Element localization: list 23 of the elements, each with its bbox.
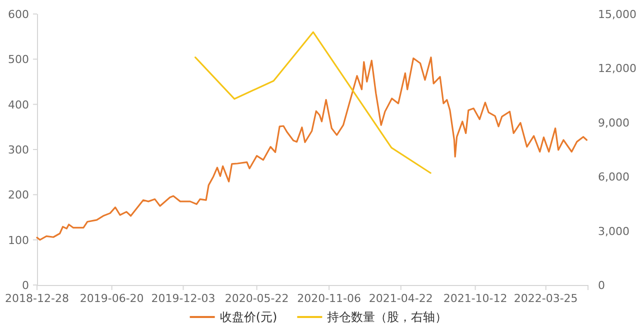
x-tick-label: 2022-03-25 bbox=[514, 292, 578, 305]
x-tick-label: 2021-04-22 bbox=[368, 292, 433, 305]
y2-tick-label: 6,000 bbox=[598, 170, 630, 184]
y-tick-label: 200 bbox=[8, 188, 29, 202]
y-tick-label: 300 bbox=[8, 144, 29, 156]
y-tick-label: 500 bbox=[8, 53, 29, 66]
legend-label: 收盘价(元) bbox=[220, 310, 278, 324]
x-tick-label: 2018-12-28 bbox=[5, 292, 69, 305]
y-tick-label: 400 bbox=[8, 98, 29, 112]
x-tick-label: 2019-12-03 bbox=[151, 292, 216, 305]
x-tick-label: 2020-05-22 bbox=[224, 292, 289, 305]
y-tick-label: 0 bbox=[22, 279, 29, 292]
y-tick-label: 600 bbox=[8, 8, 29, 21]
y2-tick-label: 3,000 bbox=[598, 224, 630, 238]
y-tick-label: 100 bbox=[8, 234, 29, 247]
x-tick-label: 2021-10-12 bbox=[443, 292, 508, 305]
y2-tick-label: 15,000 bbox=[598, 8, 636, 21]
x-tick-label: 2020-11-06 bbox=[297, 292, 362, 305]
y2-tick-label: 9,000 bbox=[598, 116, 630, 130]
y2-tick-label: 0 bbox=[598, 279, 605, 292]
legend-label: 持仓数量（股，右轴） bbox=[327, 310, 448, 324]
y2-tick-label: 12,000 bbox=[598, 62, 636, 76]
x-tick-label: 2019-06-20 bbox=[80, 292, 144, 305]
